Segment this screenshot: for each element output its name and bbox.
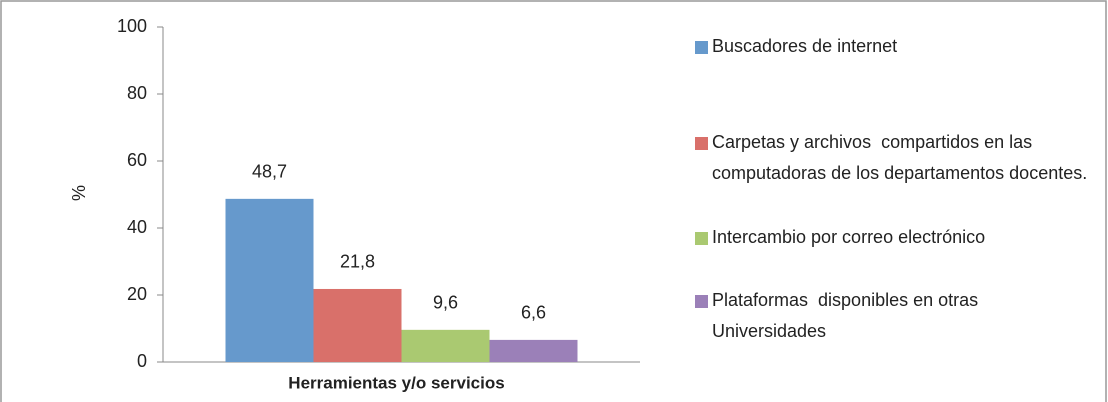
legend-label: Carpetas y archivos compartidos en las c… — [712, 132, 1088, 183]
legend-item: Plataformas disponibles en otras Univers… — [695, 285, 1095, 347]
legend-swatch — [695, 295, 708, 308]
data-label: 9,6 — [433, 293, 458, 313]
y-tick-label: 20 — [127, 284, 147, 304]
legend-swatch — [695, 137, 708, 150]
data-label: 6,6 — [521, 303, 546, 323]
legend-item: Buscadores de internet — [695, 31, 1095, 62]
data-label: 48,7 — [252, 162, 287, 182]
x-tick-label: Herramientas y/o servicios — [288, 373, 504, 392]
y-tick-label: 60 — [127, 150, 147, 170]
legend-swatch — [695, 41, 708, 54]
legend-item: Intercambio por correo electrónico — [695, 222, 1095, 253]
legend-label: Plataformas disponibles en otras Univers… — [712, 290, 984, 341]
y-tick-label: 0 — [137, 351, 147, 371]
y-tick-label: 100 — [117, 16, 147, 36]
y-axis-label: % — [69, 185, 89, 201]
bar — [489, 339, 578, 362]
data-label: 21,8 — [340, 252, 375, 272]
y-tick-label: 80 — [127, 83, 147, 103]
y-tick-label: 40 — [127, 217, 147, 237]
bar — [401, 329, 490, 362]
legend-swatch — [695, 232, 708, 245]
legend-label: Buscadores de internet — [712, 36, 898, 56]
legend-label: Intercambio por correo electrónico — [712, 227, 986, 247]
bar — [225, 198, 314, 362]
legend-item: Carpetas y archivos compartidos en las c… — [695, 127, 1095, 189]
bar — [313, 288, 402, 362]
